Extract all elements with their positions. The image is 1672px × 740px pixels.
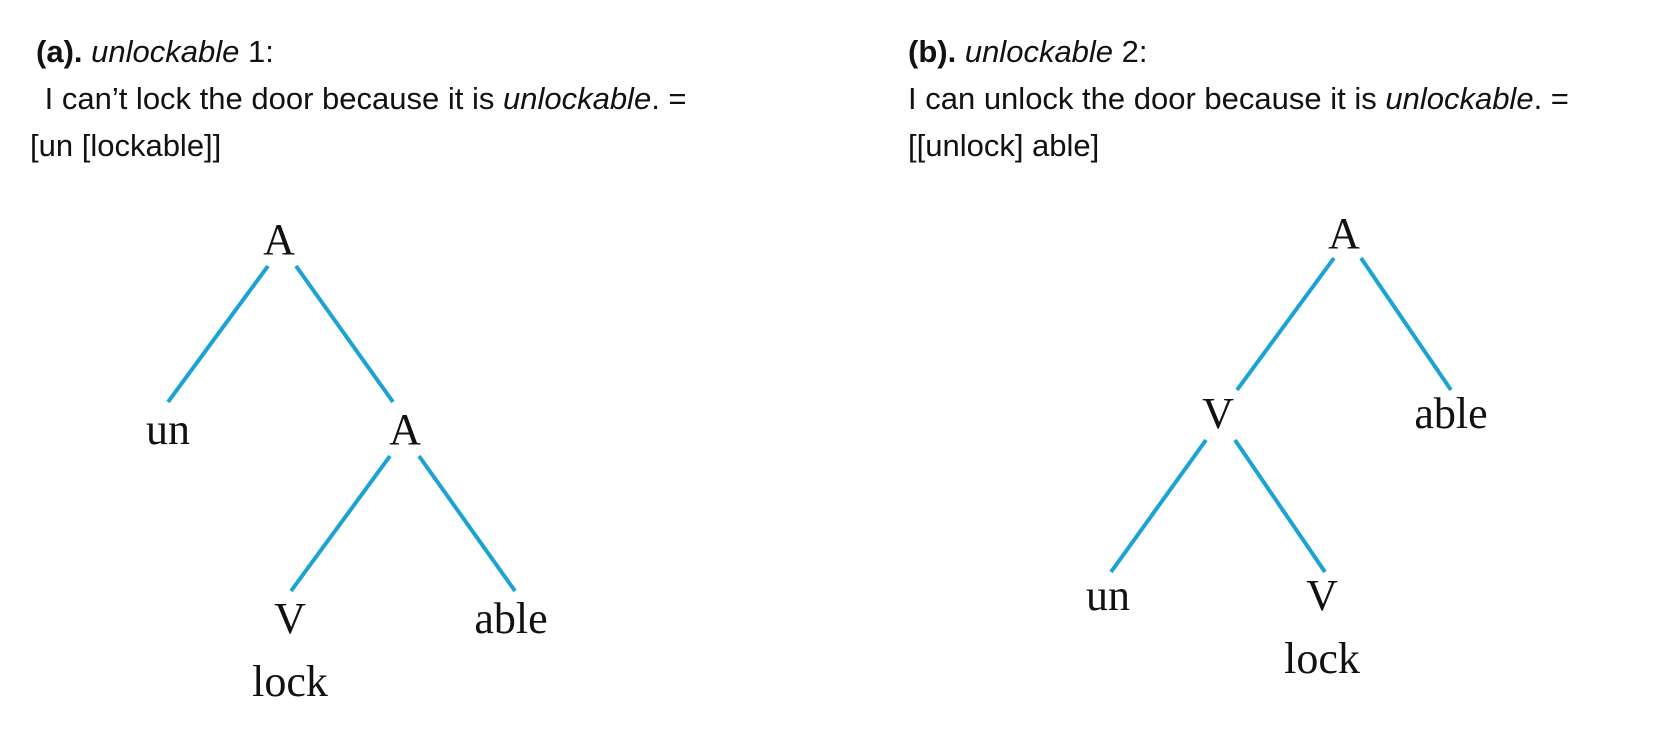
tree-b-lock-word: lock [1284,634,1360,683]
panel-a-sense: 1: [239,34,274,69]
tree-a-un-leaf: un [146,405,190,454]
tree-a-able-leaf: able [474,594,547,643]
branch-a-root-left [166,264,270,404]
branch-a-inner-left [289,454,392,593]
branch-b-inner-right [1233,438,1327,574]
panel-b-label: (b). [908,34,957,69]
tree-a-v-node: V [274,594,306,643]
panel-a-sentence-end: . = [651,81,687,116]
panel-b-sentence-start: I can unlock the door because it is [908,81,1386,116]
panel-b-sentence-word: unlockable [1385,81,1534,116]
panel-b-sentence-end: . = [1533,81,1569,116]
tree-a-root-node: A [263,215,295,264]
caption-a: (a). unlockable 1: I can’t lock the door… [30,28,687,169]
tree-b-un-leaf: un [1086,571,1130,620]
caption-b: (b). unlockable 2: I can unlock the door… [908,28,1569,169]
tree-b-v-node: V [1202,389,1234,438]
caption-a-title: (a). unlockable 1: [36,28,687,75]
panel-a-sentence-word: unlockable [502,81,652,116]
branch-b-root-right [1359,256,1453,392]
branch-a-root-right [294,264,395,404]
caption-b-sentence: I can unlock the door because it is unlo… [908,75,1569,122]
branch-a-inner-right [417,454,517,593]
tree-b-root-node: A [1328,209,1360,258]
tree-b: A V able un V lock [1086,209,1488,683]
tree-a-lock-word: lock [252,657,328,706]
panel-b-sense: 2: [1113,34,1148,69]
panel-a-label: (a). [36,34,83,69]
tree-b-able-leaf: able [1414,389,1487,438]
panel-a-bracketing: [un [lockable]] [30,128,222,163]
caption-b-title: (b). unlockable 2: [908,28,1569,75]
tree-a-inner-node: A [389,405,421,454]
panel-a-word: unlockable [91,34,240,69]
panel-a-sentence-start: I can’t lock the door because it is [36,81,503,116]
branch-b-inner-left [1109,438,1208,574]
tree-b-v2-node: V [1306,571,1338,620]
panel-b-word: unlockable [964,34,1114,69]
branch-b-root-left [1235,256,1336,392]
tree-a: A un A V able lock [146,215,548,706]
panel-b-bracketing: [[unlock] able] [908,128,1100,163]
caption-a-sentence: I can’t lock the door because it is unlo… [36,75,687,122]
